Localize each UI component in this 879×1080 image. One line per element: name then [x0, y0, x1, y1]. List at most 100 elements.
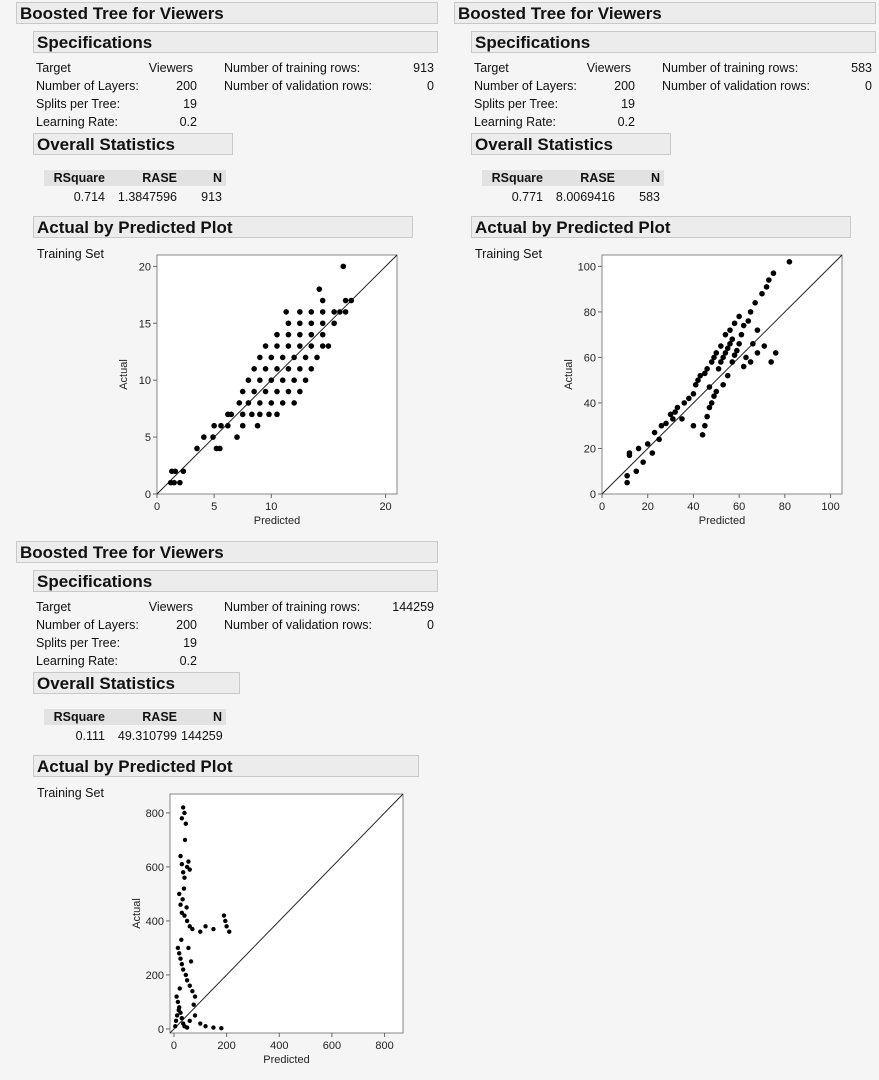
report-title[interactable]: Boosted Tree for Viewers — [16, 2, 438, 24]
x-tick-label: 800 — [375, 1040, 393, 1052]
rsquare-value: 0.714 — [73, 190, 105, 204]
data-point — [695, 377, 701, 383]
data-point — [262, 343, 269, 349]
data-point — [316, 286, 323, 292]
splits-label: Splits per Tree: — [36, 636, 121, 650]
data-point — [640, 459, 646, 465]
data-point — [348, 297, 355, 304]
actual-by-predicted-header[interactable]: Actual by Predicted Plot — [33, 216, 413, 238]
data-point — [745, 318, 752, 324]
data-point — [319, 343, 326, 349]
data-point — [761, 343, 768, 349]
splits-value: 19 — [621, 97, 635, 111]
overall-statistics-header[interactable]: Overall Statistics — [471, 133, 671, 155]
data-point — [626, 450, 633, 456]
data-point — [221, 913, 227, 918]
data-point — [187, 924, 192, 929]
x-tick-label: 0 — [171, 1040, 177, 1052]
layers-label: Number of Layers: — [474, 79, 577, 93]
report-1: Boosted Tree for Viewers Specifications … — [0, 0, 440, 535]
data-point — [720, 354, 726, 361]
data-point — [766, 277, 772, 283]
data-point — [786, 259, 793, 265]
y-tick-label: 200 — [146, 970, 164, 982]
target-value: Viewers — [148, 600, 193, 614]
data-point — [314, 354, 320, 361]
data-point — [291, 354, 297, 361]
data-point — [715, 366, 722, 372]
diagonal-line — [169, 793, 404, 1034]
data-point — [179, 862, 185, 867]
data-point — [727, 340, 733, 347]
training-rows-value: 144259 — [392, 600, 434, 614]
data-point — [743, 354, 749, 361]
data-point — [319, 331, 326, 338]
data-point — [178, 902, 183, 907]
y-tick-label: 0 — [590, 489, 596, 501]
data-point — [713, 350, 720, 356]
specifications-header[interactable]: Specifications — [33, 31, 438, 53]
data-point — [747, 359, 754, 365]
data-point — [177, 891, 182, 897]
report-title[interactable]: Boosted Tree for Viewers — [16, 541, 438, 563]
overall-statistics-header[interactable]: Overall Statistics — [33, 672, 240, 694]
data-point — [720, 381, 726, 388]
data-point — [183, 972, 188, 978]
y-tick-label: 100 — [578, 261, 596, 273]
data-point — [179, 937, 184, 943]
data-point — [180, 897, 185, 902]
data-point — [192, 994, 198, 999]
report-title[interactable]: Boosted Tree for Viewers — [454, 2, 876, 24]
training-rows-label: Number of training rows: — [224, 600, 361, 614]
data-point — [268, 377, 275, 383]
specifications-header[interactable]: Specifications — [471, 31, 876, 53]
data-point — [291, 377, 297, 383]
overall-statistics-header[interactable]: Overall Statistics — [33, 133, 233, 155]
y-tick-label: 10 — [139, 375, 151, 387]
x-tick-label: 200 — [217, 1040, 235, 1052]
data-point — [210, 434, 216, 440]
actual-by-predicted-header[interactable]: Actual by Predicted Plot — [33, 755, 419, 777]
data-point — [729, 359, 736, 365]
data-point — [722, 331, 729, 338]
learning-rate-label: Learning Rate: — [474, 115, 557, 129]
data-point — [690, 422, 697, 429]
data-point — [724, 372, 731, 379]
y-tick-label: 15 — [139, 318, 151, 330]
n-header: N — [181, 170, 226, 186]
validation-rows-label: Number of validation rows: — [224, 79, 372, 93]
data-point — [188, 959, 194, 964]
y-tick-label: 80 — [584, 307, 596, 319]
n-header: N — [619, 170, 664, 186]
data-point — [194, 445, 200, 452]
training-rows-label: Number of training rows: — [662, 61, 799, 75]
data-point — [734, 347, 740, 354]
data-point — [724, 345, 731, 352]
actual-by-predicted-header[interactable]: Actual by Predicted Plot — [471, 216, 851, 238]
data-point — [297, 320, 303, 327]
data-point — [239, 422, 246, 429]
data-point — [319, 297, 326, 304]
data-point — [190, 926, 195, 932]
data-point — [225, 411, 231, 418]
data-point — [772, 350, 779, 356]
target-label: Target — [474, 61, 509, 75]
data-point — [319, 309, 326, 315]
data-point — [308, 320, 315, 327]
data-point — [681, 400, 688, 406]
data-point — [177, 479, 183, 486]
data-point — [291, 400, 297, 406]
data-point — [175, 945, 181, 951]
target-label: Target — [36, 600, 71, 614]
data-point — [692, 381, 699, 388]
data-point — [759, 290, 765, 297]
data-point — [752, 300, 758, 306]
data-point — [257, 400, 263, 406]
data-point — [670, 416, 676, 422]
data-point — [736, 313, 742, 320]
data-point — [262, 366, 269, 372]
specifications-header[interactable]: Specifications — [33, 570, 438, 592]
x-tick-label: 80 — [779, 501, 791, 513]
data-point — [644, 441, 651, 447]
data-point — [279, 377, 286, 383]
